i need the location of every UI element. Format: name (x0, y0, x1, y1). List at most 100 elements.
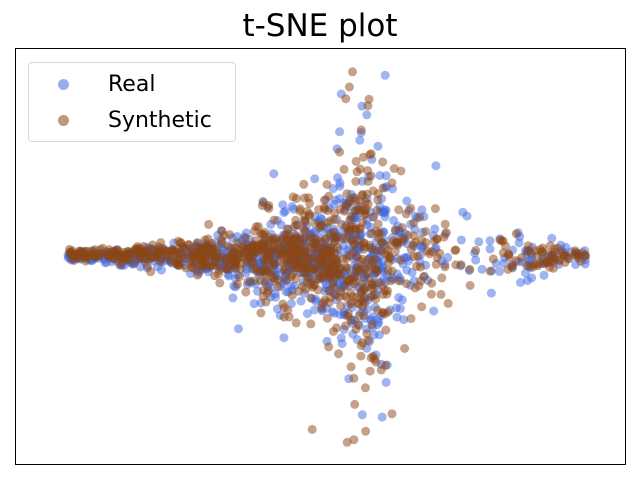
point-synthetic (341, 94, 351, 104)
point-synthetic (67, 246, 77, 256)
point-real (279, 333, 289, 343)
point-synthetic (284, 312, 294, 322)
point-real (458, 207, 468, 217)
point-synthetic (358, 338, 368, 348)
point-synthetic (248, 258, 258, 268)
point-synthetic (76, 247, 86, 257)
point-synthetic (495, 235, 505, 245)
point-synthetic (439, 232, 449, 242)
point-synthetic (358, 152, 368, 162)
point-synthetic (322, 313, 332, 323)
point-synthetic (349, 224, 359, 234)
point-synthetic (471, 245, 481, 255)
point-synthetic (204, 219, 214, 229)
point-synthetic (465, 281, 475, 290)
point-real (329, 308, 339, 318)
point-synthetic (287, 290, 297, 300)
legend-item-real: Real (29, 69, 155, 99)
point-real (380, 70, 390, 80)
point-synthetic (329, 237, 339, 247)
point-synthetic (372, 305, 382, 315)
point-synthetic (349, 373, 359, 383)
point-synthetic (288, 192, 298, 202)
point-synthetic (437, 273, 447, 283)
point-synthetic (303, 242, 313, 252)
point-synthetic (278, 258, 288, 268)
point-real (269, 169, 279, 179)
point-synthetic (396, 255, 406, 265)
point-real (547, 233, 557, 243)
point-synthetic (250, 245, 259, 255)
point-synthetic (511, 229, 521, 239)
point-synthetic (548, 253, 558, 263)
point-synthetic (306, 319, 316, 329)
point-synthetic (465, 264, 475, 274)
point-synthetic (193, 270, 203, 280)
point-real (329, 199, 339, 209)
point-synthetic (336, 301, 346, 311)
point-real (228, 293, 238, 303)
point-real (523, 276, 532, 286)
point-synthetic (511, 256, 521, 265)
point-synthetic (174, 259, 184, 269)
point-synthetic (426, 289, 436, 299)
point-synthetic (525, 247, 535, 257)
point-synthetic (324, 342, 334, 352)
point-synthetic (235, 272, 245, 282)
point-synthetic (306, 293, 316, 303)
point-synthetic (425, 249, 434, 259)
point-synthetic (385, 240, 395, 250)
point-synthetic (419, 271, 429, 281)
point-synthetic (299, 179, 309, 189)
point-synthetic (402, 279, 411, 289)
point-real (477, 264, 487, 274)
point-synthetic (398, 236, 408, 246)
point-synthetic (161, 251, 171, 261)
point-synthetic (279, 266, 289, 276)
point-synthetic (436, 289, 446, 299)
point-real (397, 295, 407, 305)
point-synthetic (315, 223, 325, 233)
point-synthetic (383, 266, 393, 276)
point-synthetic (286, 272, 296, 282)
point-synthetic (390, 247, 400, 256)
point-synthetic (269, 260, 279, 270)
point-synthetic (346, 362, 356, 372)
point-synthetic (410, 283, 420, 293)
point-synthetic (225, 230, 235, 240)
point-synthetic (371, 357, 381, 367)
point-synthetic (356, 125, 366, 135)
point-real (380, 212, 390, 222)
point-synthetic (256, 308, 266, 318)
point-real (431, 161, 441, 171)
point-synthetic (409, 218, 419, 228)
point-synthetic (176, 238, 186, 248)
legend-marker-synthetic (58, 114, 69, 126)
point-synthetic (390, 225, 400, 235)
point-synthetic (361, 426, 371, 436)
point-synthetic (416, 262, 425, 272)
point-synthetic (241, 233, 250, 243)
point-synthetic (406, 203, 416, 213)
point-synthetic (223, 241, 233, 251)
point-synthetic (339, 164, 349, 174)
point-synthetic (358, 302, 368, 312)
point-synthetic (258, 291, 268, 301)
point-synthetic (331, 289, 341, 299)
point-synthetic (421, 227, 431, 236)
point-synthetic (216, 226, 226, 236)
point-synthetic (409, 231, 419, 241)
point-synthetic (325, 216, 335, 226)
point-synthetic (377, 237, 387, 247)
point-synthetic (387, 178, 397, 188)
point-synthetic (324, 270, 334, 280)
point-real (310, 174, 320, 184)
point-synthetic (377, 281, 387, 291)
point-synthetic (530, 259, 540, 269)
point-synthetic (304, 211, 314, 221)
point-synthetic (353, 320, 363, 329)
point-synthetic (350, 399, 360, 409)
point-synthetic (205, 261, 215, 271)
point-synthetic (370, 254, 380, 264)
point-synthetic (382, 289, 392, 299)
